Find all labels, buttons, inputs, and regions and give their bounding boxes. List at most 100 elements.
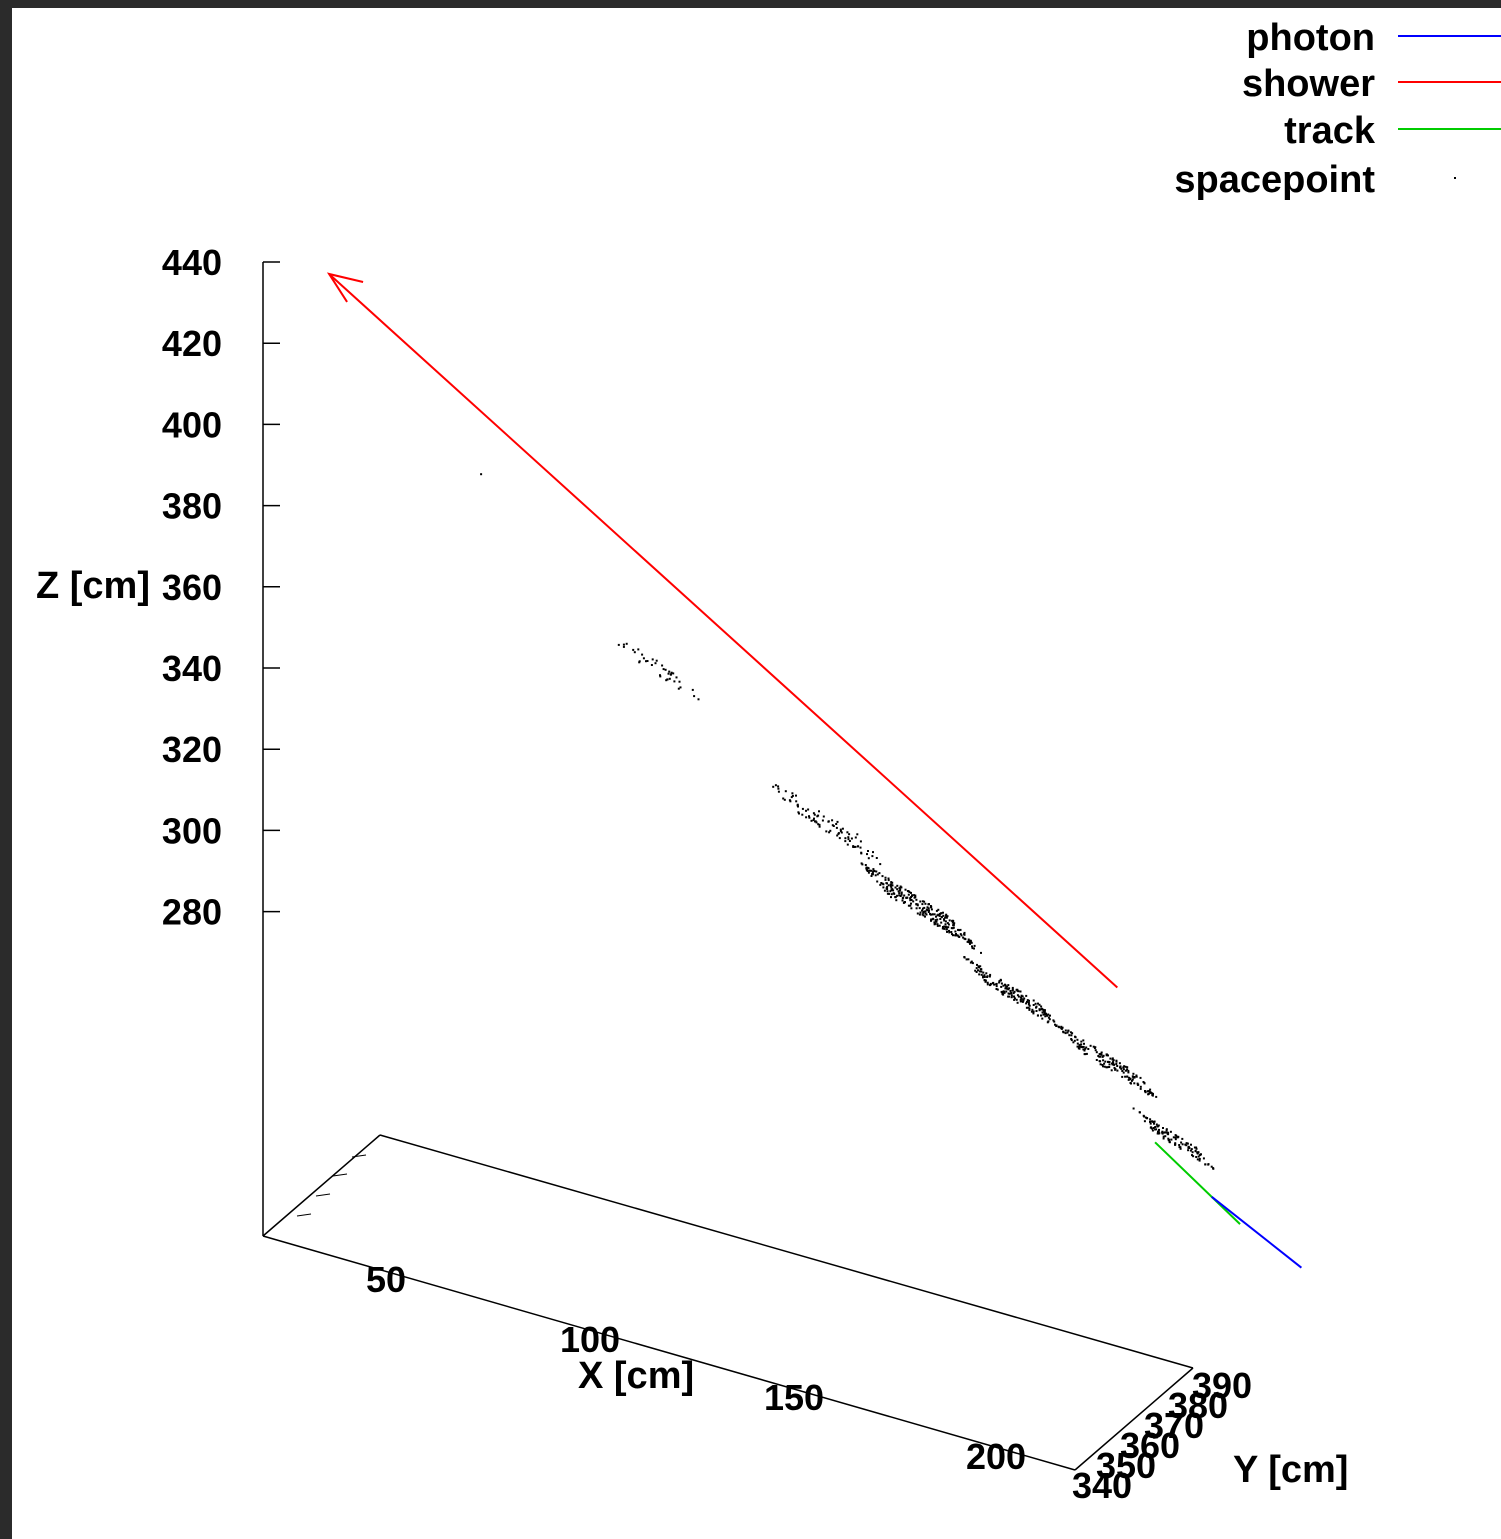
- spacepoint: [880, 882, 883, 884]
- spacepoint: [777, 790, 780, 793]
- spacepoint: [859, 840, 862, 843]
- spacepoint: [1062, 1030, 1065, 1033]
- spacepoint: [847, 838, 850, 841]
- spacepoint: [789, 800, 792, 803]
- spacepoint: [974, 969, 977, 972]
- spacepoint: [1197, 1155, 1200, 1158]
- z-tick-label: 420: [162, 323, 222, 364]
- spacepoint: [904, 888, 907, 891]
- spacepoint: [1174, 1142, 1177, 1145]
- spacepoint: [998, 980, 1001, 983]
- spacepoint: [790, 796, 793, 799]
- x-tick-label: 150: [764, 1377, 824, 1418]
- x-axis-line: [262, 1235, 1076, 1471]
- spacepoint: [895, 899, 898, 902]
- spacepoint: [852, 846, 855, 848]
- spacepoint: [1122, 1071, 1125, 1074]
- spacepoint: [1064, 1032, 1067, 1035]
- spacepoint: [1126, 1066, 1129, 1069]
- spacepoint: [950, 931, 953, 933]
- spacepoint: [1070, 1039, 1073, 1042]
- spacepoint: [777, 787, 780, 790]
- spacepoint: [1019, 1000, 1022, 1003]
- spacepoint: [847, 836, 850, 839]
- spacepoint: [1108, 1061, 1111, 1063]
- spacepoint: [1185, 1144, 1188, 1147]
- spacepoint: [1180, 1141, 1183, 1144]
- spacepoint: [1118, 1062, 1121, 1065]
- spacepoint: [915, 903, 918, 906]
- spacepoint: [866, 853, 868, 856]
- spacepoint: [924, 915, 926, 918]
- spacepoint: [918, 913, 921, 916]
- spacepoint: [1000, 979, 1002, 982]
- spacepoint: [948, 929, 950, 932]
- spacepoint: [924, 912, 927, 915]
- spacepoint: [891, 881, 894, 884]
- spacepoint: [772, 785, 775, 788]
- spacepoint: [1162, 1137, 1165, 1140]
- spacepoint: [829, 829, 832, 832]
- spacepoint: [879, 883, 882, 886]
- spacepoint: [982, 976, 984, 979]
- spacepoint: [1149, 1118, 1152, 1121]
- spacepoint: [943, 927, 946, 930]
- spacepoint: [993, 983, 996, 986]
- y-axis-label: Y [cm]: [1233, 1449, 1348, 1491]
- spacepoint: [836, 834, 839, 837]
- spacepoint: [1157, 1131, 1160, 1134]
- spacepoint: [805, 809, 807, 812]
- spacepoint: [1155, 1128, 1158, 1131]
- spacepoint: [813, 813, 816, 816]
- spacepoint: [989, 973, 992, 976]
- spacepoint: [1174, 1134, 1177, 1137]
- spacepoint: [1004, 987, 1007, 990]
- spacepoint: [835, 826, 838, 829]
- spacepoint: [816, 815, 819, 818]
- spacepoint: [1164, 1135, 1167, 1138]
- spacepoint: [1042, 1013, 1045, 1016]
- spacepoint: [1095, 1051, 1098, 1054]
- spacepoint: [784, 790, 787, 793]
- spacepoint: [1087, 1048, 1090, 1050]
- spacepoint: [1083, 1053, 1086, 1056]
- spacepoint: [1133, 1082, 1136, 1085]
- spacepoint: [860, 851, 863, 854]
- spacepoint: [1144, 1090, 1147, 1093]
- spacepoint: [1010, 996, 1013, 999]
- spacepoint: [973, 944, 976, 947]
- legend: photon shower track spacepoint: [1174, 17, 1501, 201]
- spacepoint: [846, 831, 849, 834]
- spacepoint: [980, 973, 983, 976]
- spacepoint: [625, 642, 628, 645]
- spacepoint: [1093, 1047, 1096, 1049]
- spacepoint: [1011, 988, 1014, 991]
- spacepoint: [838, 837, 841, 840]
- spacepoint: [1017, 990, 1020, 993]
- spacepoint: [1106, 1066, 1109, 1069]
- spacepoint: [1149, 1091, 1152, 1094]
- spacepoint: [867, 871, 870, 874]
- spacepoint: [1092, 1045, 1095, 1048]
- spacepoint: [904, 901, 906, 904]
- spacepoint: [1129, 1082, 1132, 1084]
- spacepoint: [889, 884, 892, 887]
- spacepoint: [1190, 1143, 1192, 1146]
- spacepoint: [782, 797, 785, 800]
- spacepoint: [808, 816, 811, 819]
- legend-label-spacepoint: spacepoint: [1174, 159, 1375, 201]
- spacepoint: [899, 885, 902, 888]
- spacepoint: [1070, 1034, 1073, 1037]
- spacepoint: [637, 648, 640, 651]
- spacepoint: [1022, 998, 1025, 1001]
- spacepoint: [1041, 1017, 1044, 1020]
- spacepoint: [795, 794, 797, 797]
- spacepoint: [985, 972, 988, 975]
- spacepoint: [810, 819, 813, 822]
- spacepoint: [1028, 999, 1030, 1002]
- spacepoint: [1044, 1015, 1047, 1018]
- spacepoint: [926, 906, 929, 909]
- spacepoint: [986, 983, 989, 986]
- spacepoint: [969, 939, 972, 942]
- spacepoint: [1122, 1068, 1125, 1071]
